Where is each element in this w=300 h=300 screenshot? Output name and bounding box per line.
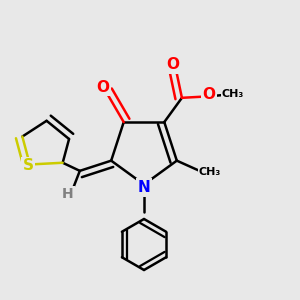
Text: CH₃: CH₃ (199, 167, 221, 176)
Text: N: N (138, 180, 150, 195)
Text: O: O (202, 87, 215, 102)
Text: S: S (23, 158, 34, 173)
Text: CH₃: CH₃ (222, 89, 244, 99)
Text: O: O (167, 57, 179, 72)
Text: O: O (97, 80, 110, 95)
Text: H: H (62, 187, 74, 201)
